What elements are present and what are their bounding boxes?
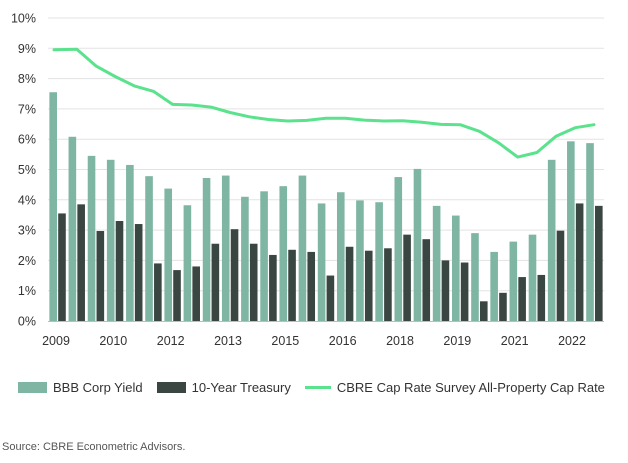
bar-10-year-treasury xyxy=(499,292,507,321)
y-tick-label: 9% xyxy=(18,42,36,56)
y-tick-labels: 0% 1% 2% 3% 4% 5% 6% 7% 8% 9% 10% xyxy=(11,12,36,329)
bar-10-year-treasury xyxy=(345,246,354,321)
bar-10-year-treasury xyxy=(211,243,220,321)
bar-bbb-corp-yield xyxy=(279,186,288,321)
x-tick-labels: 2009 2010 2012 2013 2015 2016 2018 2019 2021 2022 xyxy=(42,334,586,348)
bar-10-year-treasury xyxy=(192,266,200,321)
y-tick-label: 1% xyxy=(18,284,36,298)
bar-bbb-corp-yield xyxy=(68,136,77,321)
legend-label-treasury: 10-Year Treasury xyxy=(191,380,291,395)
bar-bbb-corp-yield xyxy=(452,215,460,321)
bar-10-year-treasury xyxy=(460,262,469,321)
bar-bbb-corp-yield xyxy=(547,159,556,321)
x-tick-label: 2022 xyxy=(558,334,586,348)
legend-swatch-treasury xyxy=(156,382,186,393)
line-cap-rate xyxy=(52,47,596,159)
bar-10-year-treasury xyxy=(364,250,373,321)
bar-10-year-treasury xyxy=(556,230,565,321)
bar-10-year-treasury xyxy=(173,270,181,321)
bar-10-year-treasury xyxy=(249,243,258,321)
bar-10-year-treasury xyxy=(422,239,431,321)
x-tick-label: 2009 xyxy=(42,334,70,348)
bar-10-year-treasury xyxy=(479,301,488,321)
bar-10-year-treasury xyxy=(134,224,143,321)
bar-bbb-corp-yield xyxy=(336,192,345,321)
y-tick-label: 6% xyxy=(18,133,36,147)
x-tick-label: 2016 xyxy=(329,334,357,348)
bar-bbb-corp-yield xyxy=(202,177,211,321)
bar-10-year-treasury xyxy=(384,248,392,321)
bar-10-year-treasury xyxy=(154,263,162,321)
y-tick-label: 5% xyxy=(18,163,36,177)
bar-bbb-corp-yield xyxy=(471,233,479,321)
bar-10-year-treasury xyxy=(307,251,316,321)
bar-bbb-corp-yield xyxy=(106,159,115,321)
y-tick-label: 10% xyxy=(11,12,36,26)
bar-10-year-treasury xyxy=(58,213,66,321)
bar-bbb-corp-yield xyxy=(87,155,96,321)
y-tick-label: 8% xyxy=(18,72,36,86)
x-tick-label: 2010 xyxy=(99,334,127,348)
bar-bbb-corp-yield xyxy=(375,202,383,321)
y-tick-label: 2% xyxy=(18,254,36,268)
legend-item-cap-rate: CBRE Cap Rate Survey All-Property Cap Ra… xyxy=(304,380,605,395)
bar-10-year-treasury xyxy=(326,275,335,321)
bar-10-year-treasury xyxy=(230,229,239,321)
bar-bbb-corp-yield xyxy=(509,241,518,321)
bar-10-year-treasury xyxy=(115,221,124,321)
chart: 0% 1% 2% 3% 4% 5% 6% 7% 8% 9% 10% 2009 2010 2012 2013… xyxy=(11,12,604,348)
y-tick-label: 3% xyxy=(18,224,36,238)
x-tick-label: 2021 xyxy=(501,334,529,348)
x-tick-label: 2018 xyxy=(386,334,414,348)
bar-10-year-treasury xyxy=(269,254,277,321)
bar-bbb-corp-yield xyxy=(241,196,249,321)
bar-bbb-corp-yield xyxy=(145,176,153,321)
bars xyxy=(49,92,603,321)
bar-10-year-treasury xyxy=(575,203,584,321)
bar-10-year-treasury xyxy=(77,204,85,321)
cap-rate-line-layer xyxy=(52,47,596,159)
legend-item-bbb: BBB Corp Yield xyxy=(18,380,143,395)
y-tick-label: 4% xyxy=(18,193,36,207)
bar-10-year-treasury xyxy=(288,249,296,321)
x-tick-label: 2013 xyxy=(214,334,242,348)
legend-swatch-bbb xyxy=(18,382,47,393)
bar-bbb-corp-yield xyxy=(126,164,134,321)
legend-label-bbb: BBB Corp Yield xyxy=(53,380,143,395)
bar-10-year-treasury xyxy=(537,274,546,321)
bar-bbb-corp-yield xyxy=(432,205,441,321)
legend: BBB Corp Yield 10-Year Treasury CBRE Cap… xyxy=(18,380,619,395)
bar-10-year-treasury xyxy=(518,277,526,321)
source-note: Source: CBRE Econometric Advisors. xyxy=(2,441,186,453)
legend-item-treasury: 10-Year Treasury xyxy=(156,380,291,395)
y-tick-label: 0% xyxy=(18,315,36,329)
bar-bbb-corp-yield xyxy=(260,191,268,321)
bar-10-year-treasury xyxy=(96,231,105,321)
bar-10-year-treasury xyxy=(403,234,411,321)
bar-bbb-corp-yield xyxy=(567,141,575,321)
x-tick-label: 2019 xyxy=(443,334,471,348)
bar-bbb-corp-yield xyxy=(183,205,192,321)
bar-10-year-treasury xyxy=(441,260,450,321)
bar-bbb-corp-yield xyxy=(490,251,498,321)
x-tick-label: 2012 xyxy=(157,334,185,348)
bar-bbb-corp-yield xyxy=(164,188,173,321)
y-tick-label: 7% xyxy=(18,102,36,116)
x-tick-label: 2015 xyxy=(271,334,299,348)
legend-label-cap-rate: CBRE Cap Rate Survey All-Property Cap Ra… xyxy=(336,380,605,395)
bar-bbb-corp-yield xyxy=(221,175,230,321)
bar-10-year-treasury xyxy=(595,205,603,321)
bar-bbb-corp-yield xyxy=(356,200,364,321)
bar-bbb-corp-yield xyxy=(49,92,57,321)
legend-swatch-cap-rate xyxy=(304,386,331,389)
bar-bbb-corp-yield xyxy=(413,168,422,321)
bar-bbb-corp-yield xyxy=(394,177,403,321)
bar-bbb-corp-yield xyxy=(528,234,537,321)
bar-bbb-corp-yield xyxy=(586,143,594,321)
bar-bbb-corp-yield xyxy=(298,175,307,321)
bar-bbb-corp-yield xyxy=(317,203,326,321)
